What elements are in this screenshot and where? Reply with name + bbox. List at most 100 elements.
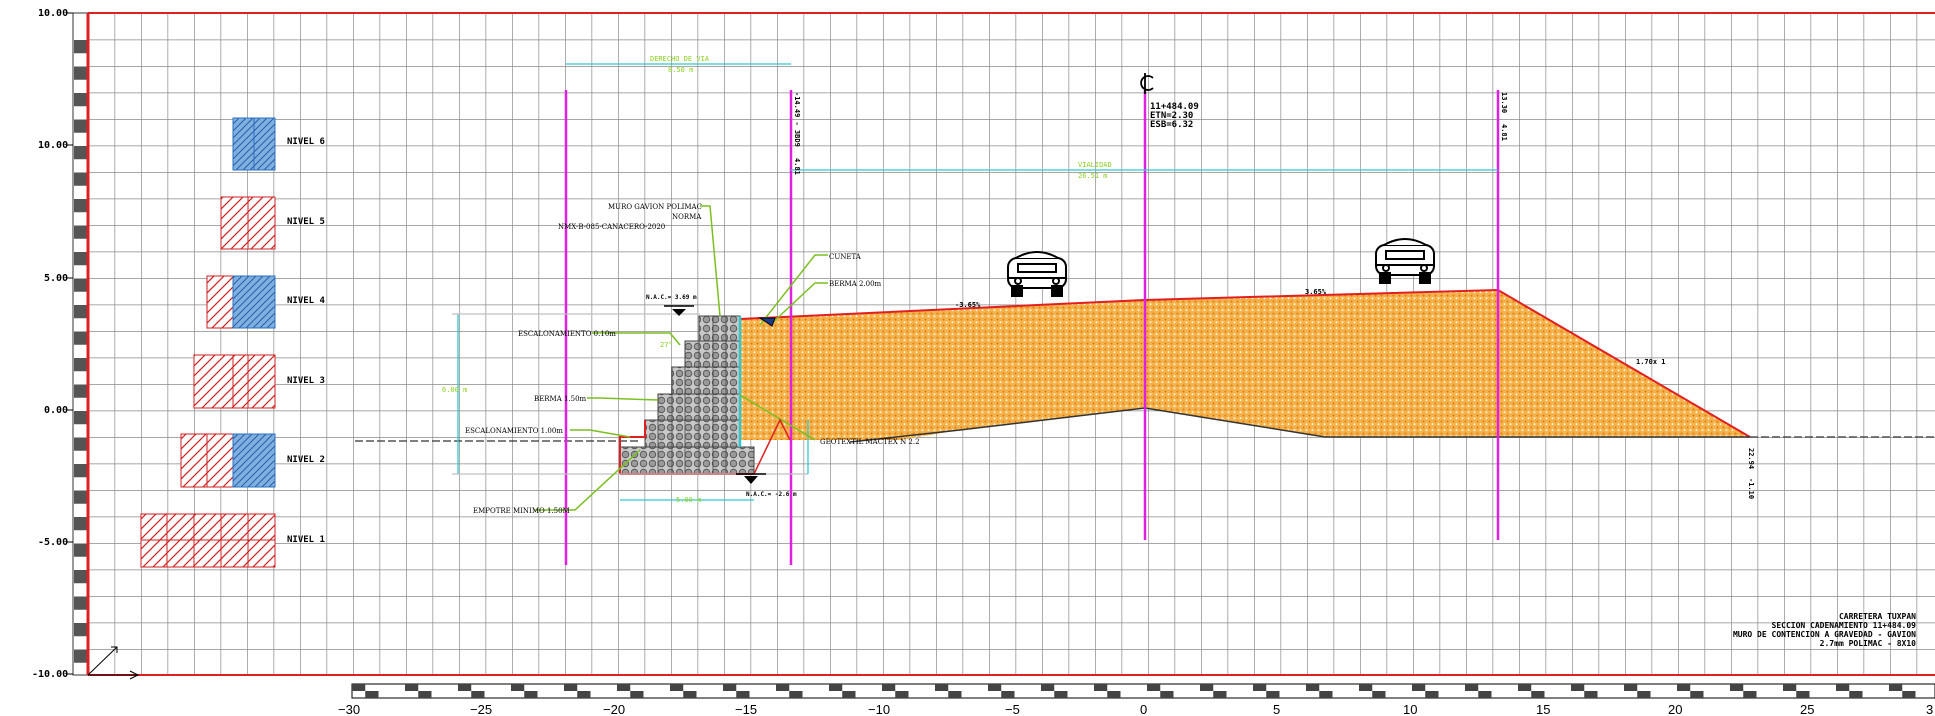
x-tick-neg10: −10 <box>868 702 890 716</box>
ruler-block <box>74 596 87 610</box>
x-tick-0: 0 <box>1140 702 1147 716</box>
berma-top-label: BERMA 2.00m <box>829 280 882 288</box>
derecho-via-value: 8.50 m <box>668 66 693 74</box>
scale-block <box>1372 691 1386 698</box>
vialidad-value: 26.51 m <box>1078 172 1108 180</box>
scale-block <box>1200 684 1214 691</box>
ruler-block <box>74 623 87 637</box>
scale-block <box>776 684 790 691</box>
derecho-via-label: DERECHO DE VIA <box>650 55 710 63</box>
x-tick-5: 5 <box>1273 702 1280 716</box>
x-tick-neg5: −5 <box>1005 702 1020 716</box>
scale-block <box>842 691 856 698</box>
scale-block <box>1624 684 1638 691</box>
scale-block <box>1160 691 1174 698</box>
scale-block <box>670 684 684 691</box>
level-legend: NIVEL 6 NIVEL 5 NIVEL 4 NIVEL 3 NIVEL 2 … <box>140 117 326 568</box>
y-tick-top: 10.00 <box>38 8 68 19</box>
x-tick-30: 3 <box>1926 702 1933 716</box>
nac-top-label: N.A.C.= 3.69 m <box>646 294 697 301</box>
scale-block <box>1730 684 1744 691</box>
level-5-label: NIVEL 5 <box>287 217 325 227</box>
scale-block <box>1425 691 1439 698</box>
scale-block <box>882 684 896 691</box>
centerline-icon <box>1140 73 1154 94</box>
x-tick-10: 10 <box>1403 702 1417 716</box>
water-level-top-icon <box>664 305 694 316</box>
scale-block <box>988 684 1002 691</box>
x-tick-neg15: −15 <box>735 702 757 716</box>
scale-block <box>1359 684 1373 691</box>
ruler-block <box>74 172 87 186</box>
toe-station-label: 22.94 <box>1747 448 1755 469</box>
left-station-label-2: 4.81 <box>793 158 801 175</box>
scale-block <box>365 691 379 698</box>
scale-block <box>948 691 962 698</box>
scale-block <box>405 684 419 691</box>
ruler-block <box>74 278 87 292</box>
ruler-block <box>74 199 87 213</box>
height-dim-label: 6.00 m <box>442 386 467 394</box>
scale-block <box>1849 691 1863 698</box>
muro-label-2: NORMA <box>672 213 702 221</box>
x-tick-15: 15 <box>1536 702 1550 716</box>
leader-lines <box>535 205 828 511</box>
x-tick-neg25: −25 <box>470 702 492 716</box>
nac-bottom-label: N.A.C.= -2.6 m <box>746 491 797 498</box>
scale-block <box>935 684 949 691</box>
scale-block <box>1796 691 1810 698</box>
car-right-icon <box>1375 238 1435 284</box>
y-tick-10: 10.00 <box>38 140 68 151</box>
ruler-block <box>74 119 87 133</box>
scale-block <box>564 684 578 691</box>
x-axis-labels: −30 −25 −20 −15 −10 −5 0 5 10 15 20 25 3 <box>338 702 1933 716</box>
scale-block <box>1518 684 1532 691</box>
ruler-block <box>74 437 87 451</box>
ruler-block <box>74 146 87 160</box>
y-tick-0: 0.00 <box>44 405 68 416</box>
cl-station-label: 11+484.09 <box>1150 102 1199 112</box>
scale-block <box>1836 684 1850 691</box>
ruler-block <box>74 543 87 557</box>
title-line-3: MURO DE CONTENCION A GRAVEDAD - GAVION <box>1733 630 1916 639</box>
station-lines <box>564 90 1500 565</box>
scale-block <box>683 691 697 698</box>
scale-block <box>471 691 485 698</box>
scale-block <box>1637 691 1651 698</box>
title-line-2: SECCION CADENAMIENTO 11+484.09 <box>1772 621 1917 630</box>
car-left-icon <box>1007 251 1067 297</box>
level-6-label: NIVEL 6 <box>287 137 325 147</box>
scale-block <box>630 691 644 698</box>
scale-block <box>1253 684 1267 691</box>
scale-block <box>1319 691 1333 698</box>
right-station-label-2: 4.81 <box>1500 124 1508 141</box>
scale-block <box>723 684 737 691</box>
ucs-icon <box>87 646 140 680</box>
cl-etn-label: ETN=2.30 <box>1150 111 1193 121</box>
y-tick-5: 5.00 <box>44 273 68 284</box>
scale-block <box>524 691 538 698</box>
scale-block <box>1690 691 1704 698</box>
pavement-line <box>739 288 1751 438</box>
ruler-block <box>74 358 87 372</box>
level-2-label: NIVEL 2 <box>287 455 325 465</box>
ruler-block <box>74 93 87 107</box>
y-tick-neg5: -5.00 <box>38 537 68 548</box>
scale-block <box>577 691 591 698</box>
ruler-block <box>74 384 87 398</box>
ruler-block <box>74 225 87 239</box>
scale-block <box>617 684 631 691</box>
water-level-bottom-icon <box>736 473 766 484</box>
escalonamiento-top-label: ESCALONAMIENTO 0.10m <box>518 330 616 338</box>
ruler-block <box>74 331 87 345</box>
ruler-block <box>74 411 87 425</box>
escalonamiento-bot-label: ESCALONAMIENTO 1.00m <box>465 427 563 435</box>
talud-label: 1.70x 1 <box>1636 358 1666 366</box>
empotre-label: EMPOTRE MINIMO 1.50M <box>473 507 570 515</box>
ruler-block <box>74 649 87 663</box>
x-tick-20: 20 <box>1668 702 1682 716</box>
scale-block <box>829 684 843 691</box>
x-tick-25: 25 <box>1800 702 1814 716</box>
level-4-label: NIVEL 4 <box>287 296 326 306</box>
